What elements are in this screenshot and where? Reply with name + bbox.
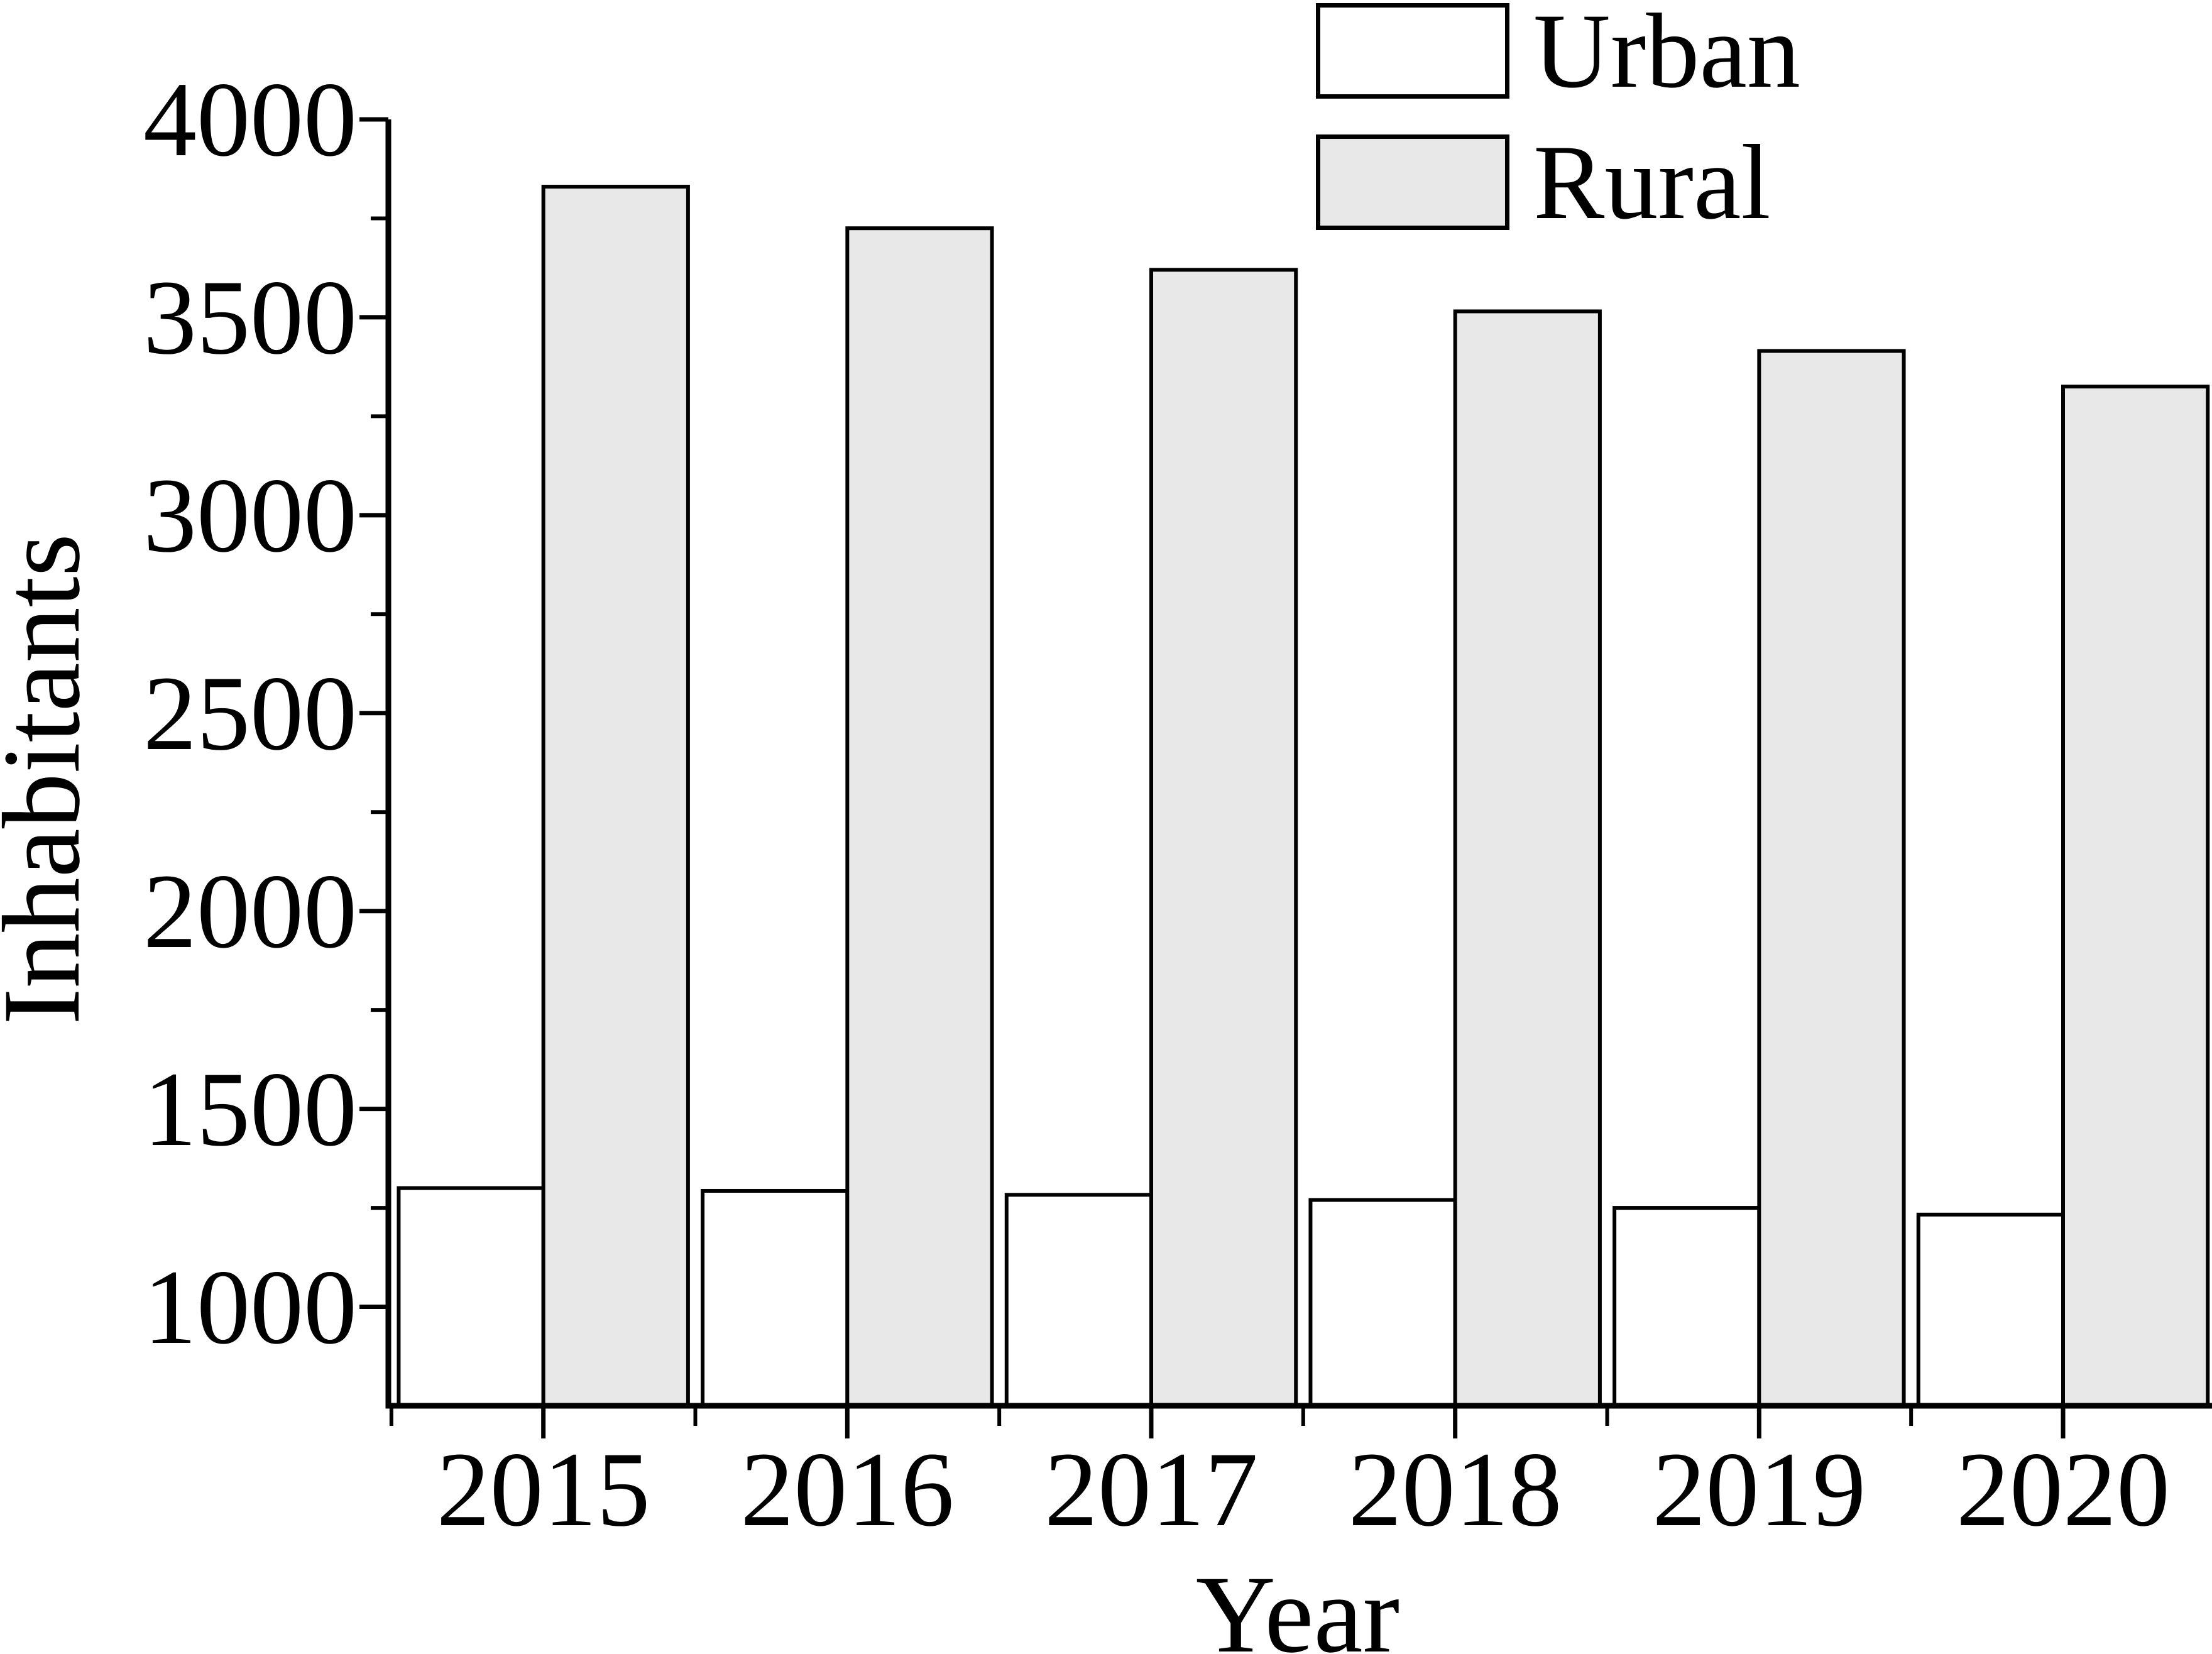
y-tick-label: 3000 — [143, 456, 357, 574]
x-tick-label: 2019 — [1652, 1430, 1866, 1548]
bar-urban-2017 — [1004, 1193, 1154, 1408]
y-tick-label: 2500 — [143, 654, 357, 772]
legend: Urban Rural — [1316, 0, 1800, 241]
x-tick-label: 2015 — [436, 1430, 650, 1548]
bar-urban-2020 — [1916, 1212, 2066, 1408]
x-tick-label: 2016 — [740, 1430, 955, 1548]
y-tick-label: 1000 — [143, 1247, 357, 1366]
bar-urban-2016 — [701, 1188, 850, 1408]
legend-item-rural: Rural — [1316, 123, 1800, 241]
bar-rural-2015 — [541, 185, 690, 1408]
bar-urban-2015 — [397, 1186, 545, 1408]
bar-rural-2018 — [1453, 309, 1602, 1408]
y-tick-label: 2000 — [143, 852, 357, 970]
bar-rural-2016 — [845, 226, 994, 1408]
y-tick-label: 4000 — [143, 60, 357, 178]
x-tick-label: 2020 — [1956, 1430, 2170, 1548]
x-tick-label: 2017 — [1044, 1430, 1258, 1548]
legend-swatch-rural — [1316, 134, 1509, 230]
legend-item-urban: Urban — [1316, 0, 1800, 110]
bar-rural-2020 — [2061, 385, 2210, 1408]
bar-urban-2019 — [1612, 1206, 1761, 1408]
legend-label-urban: Urban — [1533, 0, 1800, 110]
x-axis-title: Year — [1195, 1553, 1400, 1654]
legend-label-rural: Rural — [1533, 123, 1771, 241]
y-tick-label: 1500 — [143, 1049, 357, 1168]
legend-swatch-urban — [1316, 3, 1509, 99]
bar-rural-2019 — [1757, 349, 1906, 1408]
y-axis-title: Inhabitants — [0, 533, 103, 1026]
y-tick-label: 3500 — [143, 258, 357, 376]
bar-urban-2018 — [1308, 1198, 1457, 1408]
x-tick-label: 2018 — [1348, 1430, 1562, 1548]
bar-rural-2017 — [1149, 268, 1298, 1408]
